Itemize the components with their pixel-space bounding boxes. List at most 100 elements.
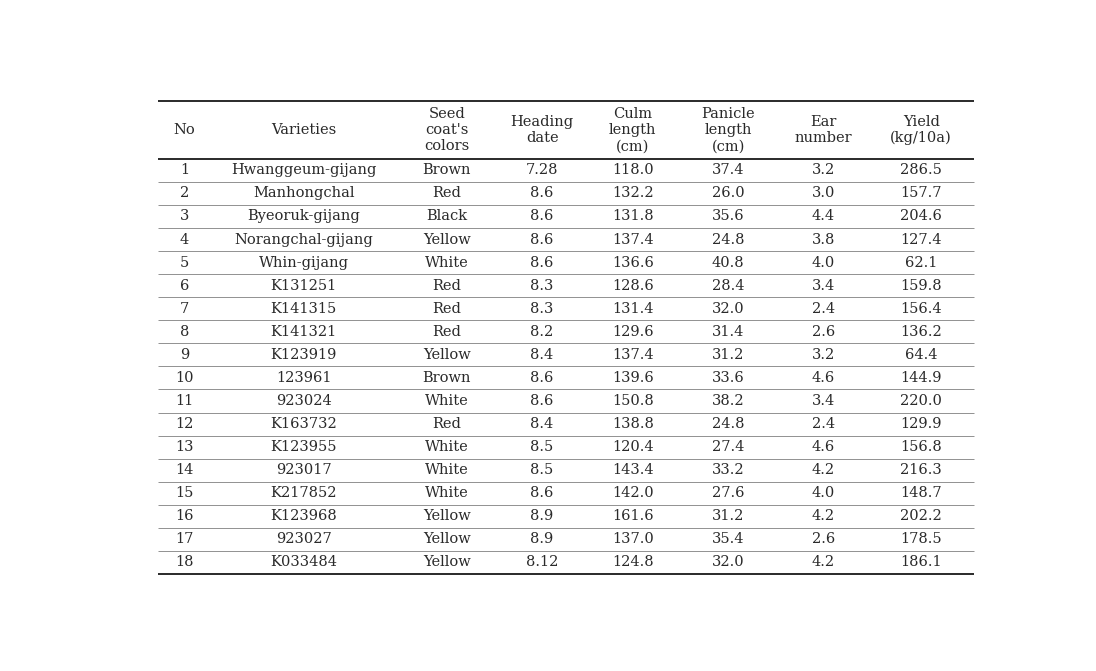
Text: Red: Red xyxy=(432,278,461,293)
Text: Yellow: Yellow xyxy=(423,509,470,523)
Text: 32.0: 32.0 xyxy=(711,556,744,570)
Text: 148.7: 148.7 xyxy=(901,486,943,500)
Text: 137.4: 137.4 xyxy=(612,348,653,362)
Text: 123961: 123961 xyxy=(276,371,331,385)
Text: 137.4: 137.4 xyxy=(612,233,653,246)
Text: 2.4: 2.4 xyxy=(812,302,835,316)
Text: 124.8: 124.8 xyxy=(612,556,653,570)
Text: 8.6: 8.6 xyxy=(530,371,553,385)
Text: 156.8: 156.8 xyxy=(900,440,943,454)
Text: 3.4: 3.4 xyxy=(812,394,835,408)
Text: 38.2: 38.2 xyxy=(711,394,744,408)
Text: 8.9: 8.9 xyxy=(530,509,553,523)
Text: K217852: K217852 xyxy=(271,486,336,500)
Text: 8.9: 8.9 xyxy=(530,532,553,546)
Text: 10: 10 xyxy=(175,371,194,385)
Text: 136.2: 136.2 xyxy=(900,325,943,339)
Text: K123919: K123919 xyxy=(271,348,336,362)
Text: 156.4: 156.4 xyxy=(901,302,943,316)
Text: 8.2: 8.2 xyxy=(530,325,553,339)
Text: 4.6: 4.6 xyxy=(812,371,835,385)
Text: Heading
date: Heading date xyxy=(511,115,573,145)
Text: 8.3: 8.3 xyxy=(530,278,553,293)
Text: 220.0: 220.0 xyxy=(900,394,943,408)
Text: 26.0: 26.0 xyxy=(711,187,744,201)
Text: Black: Black xyxy=(426,209,467,223)
Text: K123955: K123955 xyxy=(271,440,336,454)
Text: White: White xyxy=(425,394,469,408)
Text: 4.2: 4.2 xyxy=(812,509,835,523)
Text: 3.8: 3.8 xyxy=(812,233,835,246)
Text: 923024: 923024 xyxy=(276,394,332,408)
Text: 40.8: 40.8 xyxy=(711,256,744,270)
Text: 27.4: 27.4 xyxy=(712,440,744,454)
Text: 120.4: 120.4 xyxy=(612,440,653,454)
Text: 161.6: 161.6 xyxy=(612,509,653,523)
Text: 8.6: 8.6 xyxy=(530,486,553,500)
Text: K131251: K131251 xyxy=(271,278,336,293)
Text: 143.4: 143.4 xyxy=(612,463,653,477)
Text: 4: 4 xyxy=(180,233,190,246)
Text: Brown: Brown xyxy=(422,371,471,385)
Text: 286.5: 286.5 xyxy=(900,163,943,177)
Text: 118.0: 118.0 xyxy=(612,163,653,177)
Text: Red: Red xyxy=(432,417,461,431)
Text: 31.4: 31.4 xyxy=(712,325,744,339)
Text: 8.4: 8.4 xyxy=(530,417,553,431)
Text: White: White xyxy=(425,463,469,477)
Text: 2.6: 2.6 xyxy=(812,532,835,546)
Text: Byeoruk-gijang: Byeoruk-gijang xyxy=(248,209,361,223)
Text: 157.7: 157.7 xyxy=(901,187,941,201)
Text: 3.2: 3.2 xyxy=(812,348,835,362)
Text: 8.12: 8.12 xyxy=(526,556,558,570)
Text: K141321: K141321 xyxy=(271,325,336,339)
Text: 31.2: 31.2 xyxy=(712,348,744,362)
Text: 3: 3 xyxy=(180,209,190,223)
Text: Culm
length
(cm): Culm length (cm) xyxy=(609,107,657,153)
Text: 11: 11 xyxy=(175,394,194,408)
Text: Panicle
length
(cm): Panicle length (cm) xyxy=(701,107,755,153)
Text: K123968: K123968 xyxy=(271,509,338,523)
Text: 4.0: 4.0 xyxy=(812,486,835,500)
Text: White: White xyxy=(425,256,469,270)
Text: Yellow: Yellow xyxy=(423,233,470,246)
Text: 139.6: 139.6 xyxy=(612,371,653,385)
Text: 64.4: 64.4 xyxy=(905,348,937,362)
Text: Yellow: Yellow xyxy=(423,532,470,546)
Text: 62.1: 62.1 xyxy=(905,256,937,270)
Text: 3.4: 3.4 xyxy=(812,278,835,293)
Text: 3.2: 3.2 xyxy=(812,163,835,177)
Text: 216.3: 216.3 xyxy=(900,463,943,477)
Text: 2.4: 2.4 xyxy=(812,417,835,431)
Text: 12: 12 xyxy=(175,417,194,431)
Text: Yellow: Yellow xyxy=(423,556,470,570)
Text: 137.0: 137.0 xyxy=(612,532,653,546)
Text: 24.8: 24.8 xyxy=(711,417,744,431)
Text: Whin-gijang: Whin-gijang xyxy=(259,256,349,270)
Text: K163732: K163732 xyxy=(271,417,338,431)
Text: 132.2: 132.2 xyxy=(612,187,653,201)
Text: 8.6: 8.6 xyxy=(530,187,553,201)
Text: 8.5: 8.5 xyxy=(530,440,553,454)
Text: 8.6: 8.6 xyxy=(530,209,553,223)
Text: 7.28: 7.28 xyxy=(526,163,558,177)
Text: 33.2: 33.2 xyxy=(711,463,744,477)
Text: White: White xyxy=(425,486,469,500)
Text: 35.4: 35.4 xyxy=(711,532,744,546)
Text: 5: 5 xyxy=(180,256,190,270)
Text: Norangchal-gijang: Norangchal-gijang xyxy=(235,233,373,246)
Text: 27.6: 27.6 xyxy=(711,486,744,500)
Text: 35.6: 35.6 xyxy=(711,209,744,223)
Text: 8.6: 8.6 xyxy=(530,233,553,246)
Text: 144.9: 144.9 xyxy=(901,371,941,385)
Text: 32.0: 32.0 xyxy=(711,302,744,316)
Text: Brown: Brown xyxy=(422,163,471,177)
Text: 131.8: 131.8 xyxy=(612,209,653,223)
Text: 136.6: 136.6 xyxy=(612,256,653,270)
Text: 6: 6 xyxy=(180,278,190,293)
Text: 129.6: 129.6 xyxy=(612,325,653,339)
Text: 8.4: 8.4 xyxy=(530,348,553,362)
Text: 24.8: 24.8 xyxy=(711,233,744,246)
Text: 4.2: 4.2 xyxy=(812,556,835,570)
Text: 17: 17 xyxy=(175,532,194,546)
